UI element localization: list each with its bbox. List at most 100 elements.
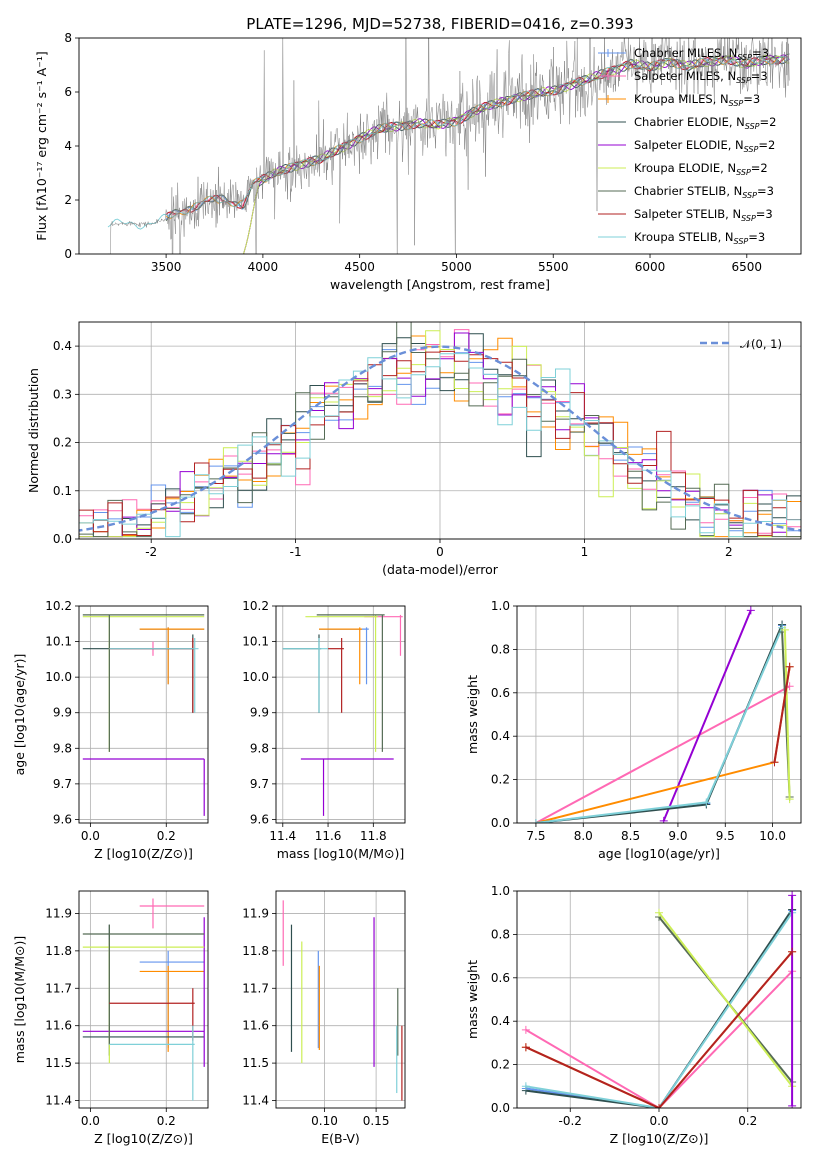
- legend-label: Chabrier MILES, NSSP=3: [634, 46, 769, 62]
- y-tick-label: 11.9: [45, 906, 72, 920]
- weight-marker: [780, 625, 789, 634]
- weight-marker: [655, 908, 663, 917]
- y-tick-label: 11.7: [242, 981, 269, 995]
- weight-line-kroupa_stelib: [525, 912, 793, 1108]
- y-tick-label: 10.1: [45, 635, 72, 649]
- errorbar-chabrier_elodie: [82, 924, 205, 1056]
- weight-line-kroupa_miles: [535, 666, 791, 823]
- weight-line-salpeter_miles: [525, 970, 793, 1108]
- plot-area-residuals: [79, 322, 801, 538]
- weight-line-kroupa_elodie: [783, 629, 791, 800]
- x-tick-label: -2: [145, 545, 157, 559]
- x-tick-label: 11.8: [360, 829, 387, 843]
- errorbar-kroupa_elodie: [305, 614, 378, 752]
- y-tick-label: 0.3: [53, 387, 72, 401]
- x-tick-label: 6500: [732, 260, 763, 274]
- plot-area-age_vs_Z: [82, 614, 205, 816]
- y-tick-label: 0.0: [491, 1101, 510, 1115]
- y-tick-label: 0.2: [53, 436, 72, 450]
- weight-marker: [785, 795, 794, 804]
- y-tick-label: 9.8: [250, 741, 269, 755]
- plot-area-age_vs_mass: [282, 614, 403, 816]
- weight-marker: [746, 606, 755, 615]
- y-axis-label: mass weight: [465, 960, 480, 1039]
- y-tick-label: 0.8: [491, 927, 510, 941]
- y-tick-label: 0.2: [491, 1058, 510, 1072]
- axes-ebv: 0.10 0.15 11.4 11.5 11.6 11.7 11.8 11.9 E(B-V): [242, 890, 406, 1146]
- y-axis-label: mass weight: [465, 675, 480, 754]
- axes-frame: [78, 890, 209, 1109]
- weight-marker: [521, 1043, 530, 1052]
- y-tick-label: 0.4: [491, 729, 510, 743]
- axes-frame: [275, 605, 406, 824]
- y-tick-label: 0.8: [491, 642, 510, 656]
- plot-area-spectrum: [107, 38, 790, 254]
- weight-line-salpeter_stelib: [525, 951, 793, 1108]
- weight-line-salpeter_elodie: [662, 609, 752, 822]
- axes-frame: [275, 890, 406, 1109]
- x-tick-label: 5000: [441, 260, 472, 274]
- y-tick-label: 1.0: [491, 884, 510, 898]
- x-axis-label: age [log10(age/yr)]: [598, 846, 720, 861]
- y-tick-label: 0.0: [491, 816, 510, 830]
- y-tick-label: 11.7: [45, 981, 72, 995]
- y-tick-label: 6: [64, 85, 72, 99]
- x-tick-label: 8.5: [621, 829, 640, 843]
- y-tick-label: 0.4: [53, 339, 72, 353]
- y-tick-label: 1.0: [491, 599, 510, 613]
- axes-spectrum: 3500 4000 4500 5000 5500 6000 6500 0 2 4 6 8 wavelen…: [34, 31, 802, 292]
- x-axis-label: (data-model)/error: [382, 562, 499, 577]
- errorbar-salpeter_miles: [364, 614, 403, 656]
- x-axis-label: mass [log10(M/M⊙)]: [277, 846, 405, 861]
- weight-line-chabrier_elodie: [525, 908, 793, 1108]
- x-tick-label: 8.0: [574, 829, 593, 843]
- plot-layer: 3500 4000 4500 5000 5500 6000 6500 0 2 4 6 8 wavelen…: [12, 31, 802, 1146]
- y-axis-label: mass [log10(M/M⊙)]: [12, 936, 27, 1064]
- legend-label: Salpeter MILES, NSSP=3: [634, 69, 768, 85]
- x-tick-label: 0.15: [363, 1114, 390, 1128]
- y-tick-label: 0: [64, 247, 72, 261]
- y-tick-label: 2: [64, 193, 72, 207]
- weight-line-kroupa_stelib: [535, 627, 784, 823]
- x-tick-label: -1: [290, 545, 302, 559]
- plot-area-ebv: [282, 900, 403, 1101]
- weight-marker: [659, 816, 668, 823]
- x-tick-label: 11.6: [315, 829, 342, 843]
- errorbar-kroupa_stelib: [282, 638, 329, 713]
- plot-area-weight_vs_Z: [521, 891, 797, 1108]
- weight-marker: [788, 891, 797, 900]
- weight-marker: [655, 1104, 663, 1108]
- axes-frame: [78, 605, 209, 824]
- x-tick-label: 7.5: [526, 829, 545, 843]
- x-axis-label: Z [log10(Z/Z⊙)]: [94, 1131, 193, 1146]
- x-axis-label: E(B-V): [321, 1131, 360, 1146]
- x-tick-label: 10.0: [759, 829, 786, 843]
- x-tick-label: 3500: [151, 260, 182, 274]
- y-axis-label: Normed distribution: [26, 368, 41, 493]
- y-tick-label: 11.4: [242, 1094, 269, 1108]
- weight-marker: [531, 819, 540, 823]
- weight-line-chabrier_miles: [535, 625, 784, 823]
- errorbar-chabrier_elodie: [282, 634, 322, 713]
- errorbar-salpeter_stelib: [328, 638, 344, 713]
- x-tick-label: 1: [581, 545, 589, 559]
- errorbar-salpeter_elodie: [82, 917, 205, 1067]
- y-tick-label: 0.2: [491, 773, 510, 787]
- x-tick-label: -0.2: [559, 1114, 582, 1128]
- errorbar-salpeter_stelib: [109, 988, 195, 1041]
- y-tick-label: 9.9: [53, 706, 72, 720]
- plot-area-mass_vs_Z: [82, 898, 205, 1101]
- figure-title: PLATE=1296, MJD=52738, FIBERID=0416, z=0…: [246, 15, 633, 33]
- y-tick-label: 0.0: [53, 532, 72, 546]
- x-tick-label: 9.5: [716, 829, 735, 843]
- x-tick-label: 11.4: [269, 829, 296, 843]
- y-tick-label: 10.2: [242, 599, 269, 613]
- y-tick-label: 11.8: [45, 944, 72, 958]
- errorbar-kroupa_miles: [139, 965, 205, 1052]
- histogram-kroupa_elodie: [79, 330, 801, 538]
- y-tick-label: 10.0: [45, 670, 72, 684]
- axes-age_vs_mass: 11.4 11.6 11.8 9.6 9.7 9.8 9.9 10.0 10.1 10.2 mass…: [242, 599, 406, 861]
- x-tick-label: 5500: [538, 260, 569, 274]
- errorbar-salpeter_elodie: [82, 758, 205, 816]
